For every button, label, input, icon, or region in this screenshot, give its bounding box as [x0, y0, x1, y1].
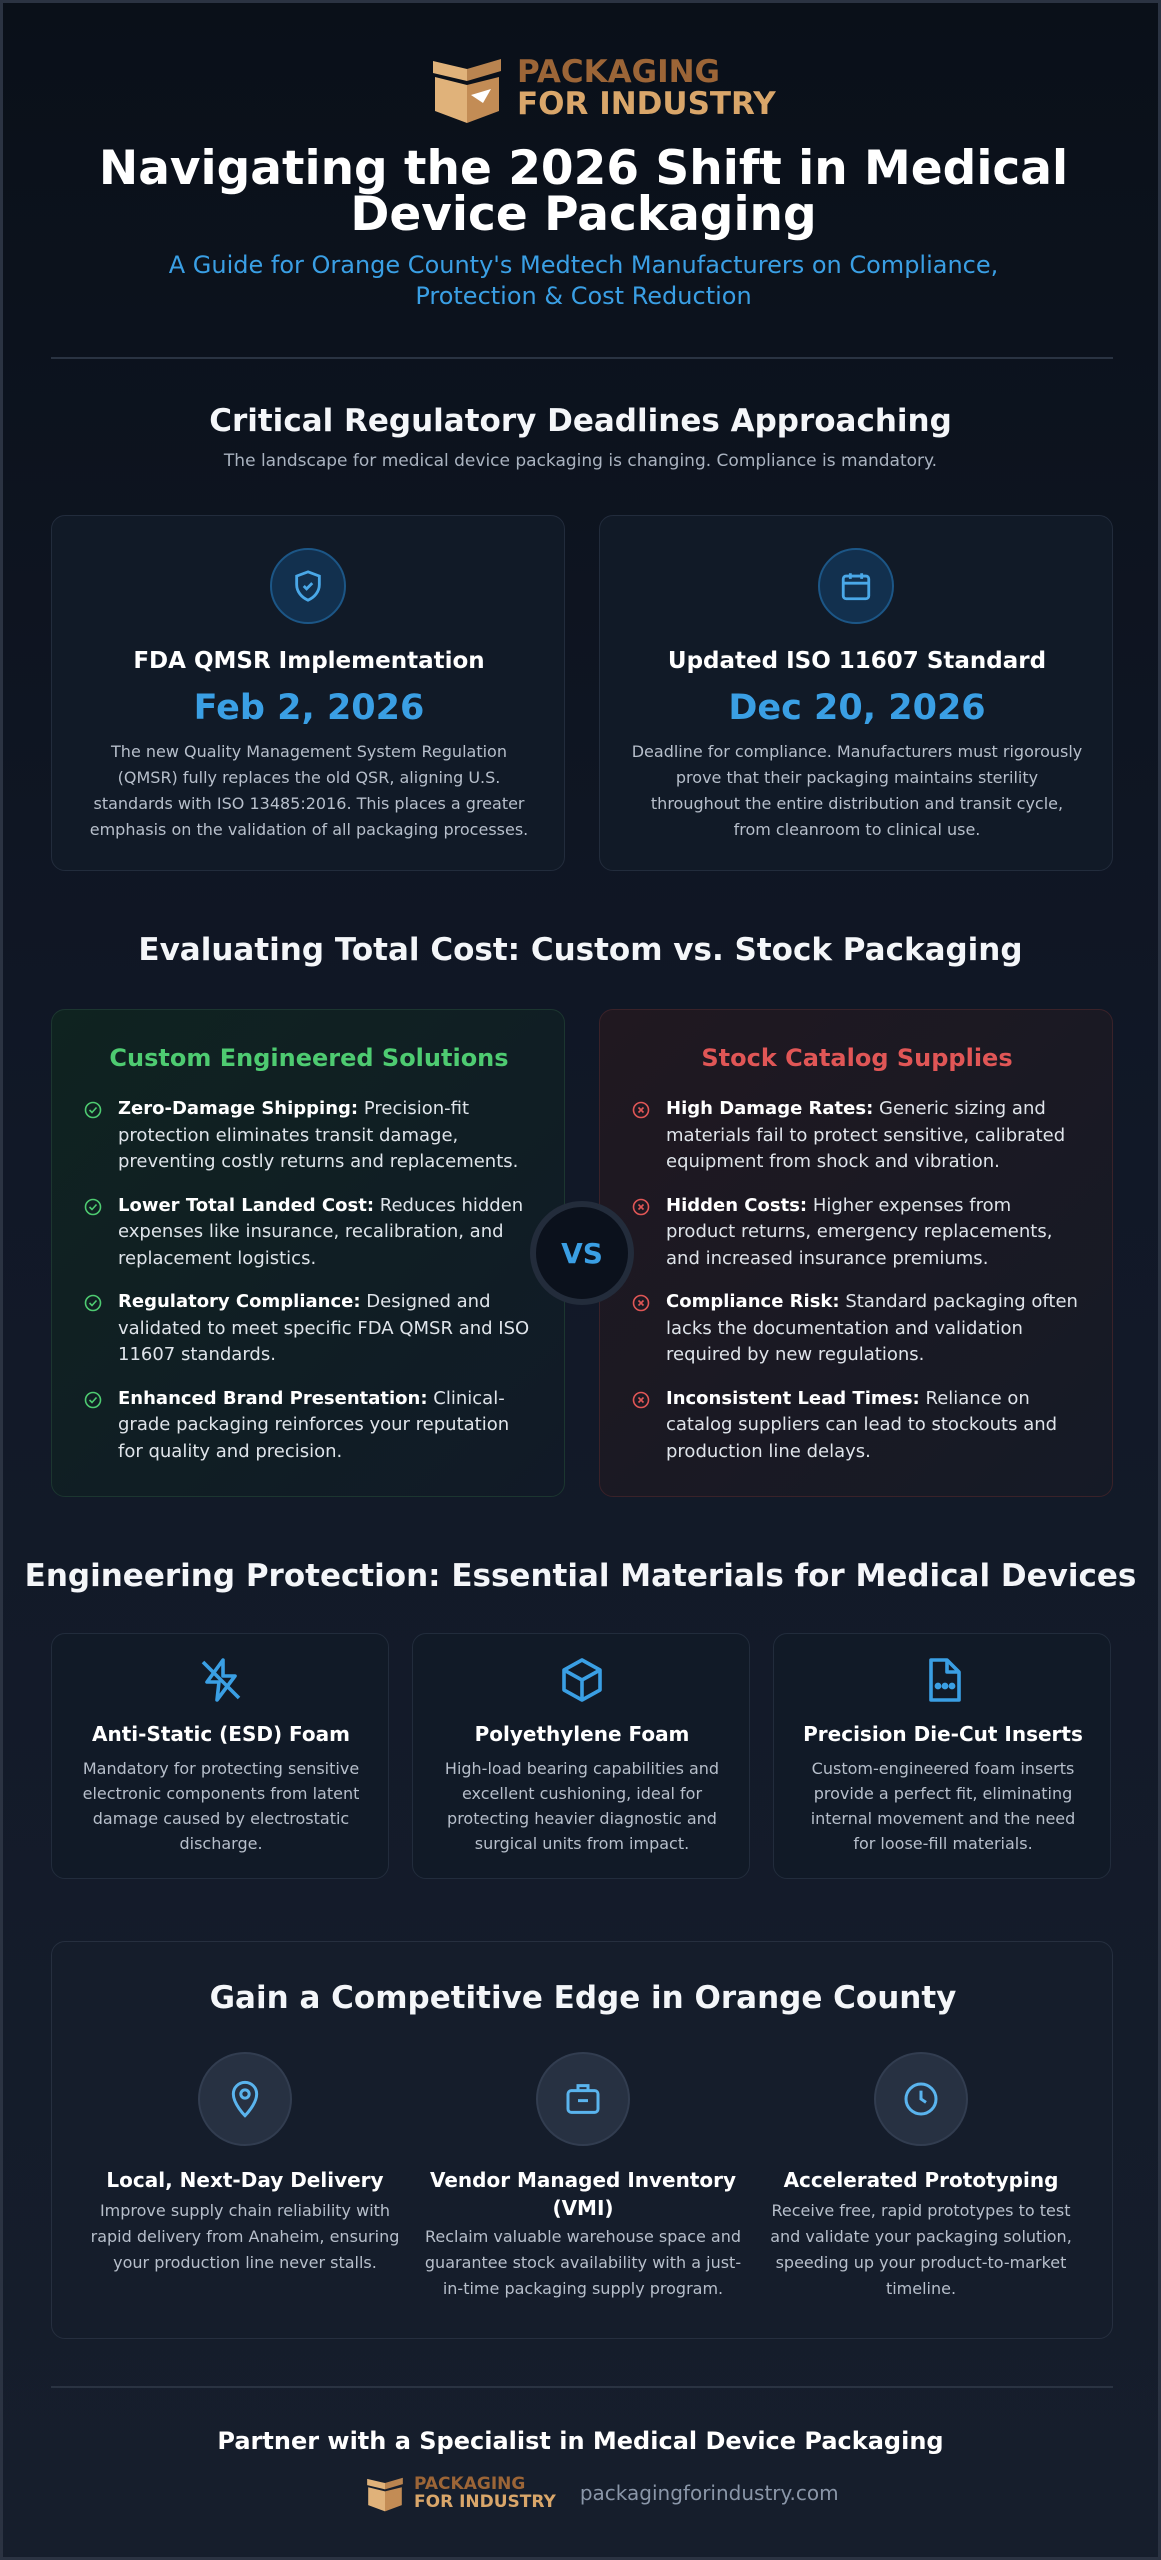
item-label: Compliance Risk:: [666, 1291, 840, 1312]
section-subtitle: The landscape for medical device packagi…: [223, 451, 938, 471]
advantage-title: Accelerated Prototyping: [783, 2168, 1059, 2192]
item-icon: [632, 1198, 650, 1215]
icon: [197, 1656, 245, 1704]
list-item: Zero-Damage Shipping: Precision-fit prot…: [52, 1096, 566, 1176]
icon: [919, 1656, 967, 1704]
list-item: Lower Total Landed Cost: Reduces hidden …: [52, 1193, 566, 1273]
list-item: Hidden Costs: Higher expenses from produ…: [600, 1193, 1114, 1273]
brand-line1: PACKAGING: [414, 2474, 526, 2494]
item-text: Higher expenses from product returns, em…: [666, 1194, 1053, 1269]
material-description: Mandatory for protecting sensitive elect…: [82, 1759, 360, 1853]
list-item: Enhanced Brand Presentation: Clinical-gr…: [52, 1386, 566, 1466]
brand-line2: FOR INDUSTRY: [414, 2492, 556, 2512]
section-title: Gain a Competitive Edge in Orange County: [209, 1980, 957, 2016]
vs-badge: VS: [530, 1201, 634, 1305]
item-text: Designed and validated to meet specific …: [118, 1291, 530, 1365]
list-item: Compliance Risk: Standard packaging ofte…: [600, 1289, 1114, 1369]
item-text: Generic sizing and materials fail to pro…: [666, 1098, 1066, 1172]
advantage-title: Vendor Managed Inventory (VMI): [429, 2168, 737, 2220]
item-text: Clinical-grade packaging reinforces your…: [118, 1387, 510, 1462]
icon: [558, 1656, 606, 1704]
list-item: High Damage Rates: Generic sizing and ma…: [600, 1096, 1114, 1176]
material-card: Polyethylene Foam High-load bearing capab…: [412, 1633, 750, 1879]
custom-card: Custom Engineered Solutions Zero-Damage …: [51, 1009, 565, 1497]
list-item: Inconsistent Lead Times: Reliance on cat…: [600, 1386, 1114, 1466]
item-icon: [84, 1101, 102, 1119]
icon: [818, 548, 894, 624]
advantage-description: Receive free, rapid prototypes to test a…: [770, 2201, 1072, 2298]
vs-text: VS: [561, 1236, 603, 1270]
item-label: Zero-Damage Shipping:: [118, 1098, 359, 1119]
item-icon: [632, 1391, 650, 1408]
deadline-card: FDA QMSR Implementation Feb 2, 2026 The …: [51, 515, 565, 871]
deadline-card: Updated ISO 11607 Standard Dec 20, 2026 …: [599, 515, 1113, 871]
item-icon: [632, 1294, 650, 1312]
logo-icon: [367, 2477, 403, 2512]
item-label: Hidden Costs:: [666, 1194, 808, 1216]
title: Navigating the 2026 Shift in Medical Dev…: [98, 141, 1069, 242]
section-title: Critical Regulatory Deadlines Approachin…: [209, 403, 952, 439]
brand-line1: PACKAGING: [517, 54, 720, 90]
material-card: Precision Die-Cut Inserts Custom-engineer…: [773, 1633, 1111, 1879]
material-title: Precision Die-Cut Inserts: [803, 1722, 1083, 1746]
subtitle: A Guide for Orange County's Medtech Manu…: [168, 251, 999, 310]
item-icon: [84, 1198, 102, 1215]
item-text: Precision-fit protection eliminates tran…: [118, 1098, 519, 1172]
list-item: Regulatory Compliance: Designed and vali…: [52, 1289, 566, 1369]
pro-list: Zero-Damage Shipping: Precision-fit prot…: [52, 1096, 566, 1482]
advantages-card: Gain a Competitive Edge in Orange County…: [51, 1941, 1113, 2339]
card-title: FDA QMSR Implementation: [133, 648, 485, 674]
card-title: Stock Catalog Supplies: [701, 1044, 1013, 1072]
card-title: Updated ISO 11607 Standard: [667, 648, 1047, 674]
logo-icon: [433, 59, 501, 123]
advantage-title: Local, Next-Day Delivery: [106, 2168, 384, 2192]
material-description: Custom-engineered foam inserts provide a…: [810, 1759, 1076, 1853]
item-text: Reliance on catalog suppliers can lead t…: [666, 1387, 1058, 1462]
footer-logo: PACKAGING FOR INDUSTRY packagingforindust…: [364, 2473, 839, 2513]
icon: [198, 2052, 292, 2146]
date: Dec 20, 2026: [728, 688, 986, 728]
logo: PACKAGING FOR INDUSTRY: [427, 51, 776, 125]
card-description: Deadline for compliance. Manufacturers m…: [631, 742, 1083, 839]
material-card: Anti-Static (ESD) Foam Mandatory for prot…: [51, 1633, 389, 1879]
item-icon: [84, 1391, 102, 1408]
advantage-description: Reclaim valuable warehouse space and gua…: [424, 2227, 742, 2298]
icon: [270, 548, 346, 624]
brand-line2: FOR INDUSTRY: [517, 86, 776, 122]
item-icon: [84, 1294, 102, 1312]
material-title: Anti-Static (ESD) Foam: [92, 1722, 350, 1746]
footer-url[interactable]: packagingforindustry.com: [579, 2481, 839, 2505]
date: Feb 2, 2026: [193, 688, 425, 728]
con-list: High Damage Rates: Generic sizing and ma…: [600, 1096, 1114, 1482]
icon: [536, 2052, 630, 2146]
item-label: Inconsistent Lead Times:: [666, 1387, 920, 1409]
section-title: Evaluating Total Cost: Custom vs. Stock …: [138, 932, 1023, 968]
item-label: Lower Total Landed Cost:: [118, 1194, 375, 1216]
stock-card: Stock Catalog Supplies High Damage Rates…: [599, 1009, 1113, 1497]
card-description: The new Quality Management System Regula…: [89, 742, 529, 839]
material-title: Polyethylene Foam: [474, 1722, 690, 1746]
item-icon: [632, 1101, 650, 1119]
footer-title: Partner with a Specialist in Medical Dev…: [217, 2427, 944, 2455]
card-title: Custom Engineered Solutions: [109, 1044, 509, 1072]
item-label: Regulatory Compliance:: [118, 1291, 361, 1312]
divider: [51, 357, 1113, 359]
item-text: Standard packaging often lacks the docum…: [666, 1291, 1078, 1365]
item-label: Enhanced Brand Presentation:: [118, 1387, 428, 1409]
divider: [51, 2386, 1113, 2388]
item-text: Reduces hidden expenses like insurance, …: [118, 1194, 524, 1269]
material-description: High-load bearing capabilities and excel…: [444, 1759, 720, 1853]
section-title: Engineering Protection: Essential Materi…: [24, 1558, 1137, 1594]
advantage-description: Improve supply chain reliability with ra…: [90, 2201, 400, 2272]
item-label: High Damage Rates:: [666, 1098, 874, 1119]
icon: [874, 2052, 968, 2146]
